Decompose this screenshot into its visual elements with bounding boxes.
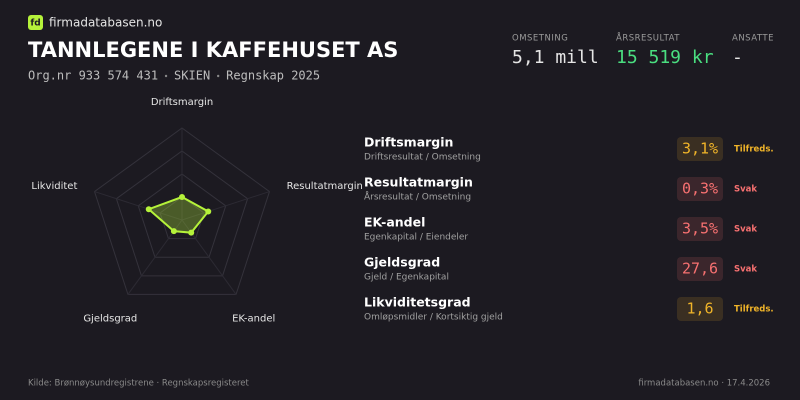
radar-spoke bbox=[181, 191, 270, 221]
metric-name: Gjeldsgrad bbox=[364, 255, 440, 270]
radar-axis-label: Driftsmargin bbox=[151, 97, 213, 108]
metric-status: Tilfreds. bbox=[734, 145, 774, 155]
radar-spoke bbox=[94, 191, 183, 221]
metric-value: 0,3% bbox=[682, 180, 718, 198]
metric-value-box bbox=[677, 217, 723, 241]
radar-axis-label: Likviditet bbox=[31, 181, 77, 192]
subtitle-part: Regnskap 2025 bbox=[226, 69, 320, 83]
metric-status: Svak bbox=[734, 225, 757, 235]
stat-value: 15 519 kr bbox=[616, 47, 714, 68]
metric-status: Svak bbox=[734, 265, 757, 275]
metric-value-box bbox=[677, 137, 723, 161]
subtitle-part: SKIEN bbox=[174, 69, 210, 83]
brand-name: firmadatabasen.no bbox=[49, 16, 162, 30]
metric-status: Tilfreds. bbox=[734, 305, 774, 315]
stat-value: - bbox=[732, 47, 743, 68]
stat-label: ANSATTE bbox=[732, 34, 774, 44]
metric-value: 3,5% bbox=[682, 220, 718, 238]
radar-ring bbox=[93, 127, 271, 295]
metric-value: 3,1% bbox=[682, 140, 718, 158]
metric-formula: Egenkapital / Eiendeler bbox=[364, 233, 468, 243]
radar-area bbox=[146, 195, 210, 234]
metric-value-box bbox=[677, 297, 723, 321]
metric-formula: Årsresultat / Omsetning bbox=[364, 191, 471, 203]
metric-name: Driftsmargin bbox=[364, 135, 453, 150]
footer-site: firmadatabasen.no · 17.4.2026 bbox=[638, 379, 770, 389]
metric-formula: Driftsresultat / Omsetning bbox=[364, 153, 481, 163]
footer-source: Kilde: Brønnøysundregistrene · Regnskaps… bbox=[28, 379, 250, 389]
metric-name: EK-andel bbox=[364, 215, 425, 230]
metric-value: 27,6 bbox=[682, 260, 718, 278]
company-title: TANNLEGENE I KAFFEHUSET AS bbox=[28, 38, 398, 62]
metric-value-box bbox=[677, 177, 723, 201]
logo: fd bbox=[30, 19, 40, 29]
subtitle-part: Org.nr 933 574 431 bbox=[28, 69, 158, 83]
radar-axis-label: Gjeldsgrad bbox=[83, 314, 137, 325]
stat-label: OMSETNING bbox=[512, 34, 568, 44]
metric-status: Svak bbox=[734, 185, 757, 195]
radar-point bbox=[205, 208, 212, 215]
radar-point bbox=[188, 229, 195, 236]
metric-name: Resultatmargin bbox=[364, 175, 473, 190]
radar-point bbox=[179, 194, 185, 200]
radar-point bbox=[145, 206, 152, 213]
separator bbox=[216, 74, 220, 78]
metric-formula: Omløpsmidler / Kortsiktig gjeld bbox=[364, 313, 503, 323]
stat-label: ÅRSRESULTAT bbox=[616, 32, 680, 44]
radar-axis-label: Resultatmargin bbox=[287, 181, 363, 192]
metric-value: 1,6 bbox=[686, 300, 713, 318]
radar-ring bbox=[159, 196, 205, 240]
metric-formula: Gjeld / Egenkapital bbox=[364, 273, 449, 283]
logo-box bbox=[28, 15, 43, 30]
metric-value-box bbox=[677, 257, 723, 281]
radar-ring bbox=[137, 173, 227, 258]
radar-point bbox=[170, 228, 177, 235]
radar-axis-label: EK-andel bbox=[232, 314, 275, 325]
separator bbox=[164, 74, 168, 78]
stat-value: 5,1 mill bbox=[512, 47, 599, 68]
metric-name: Likviditetsgrad bbox=[364, 295, 471, 310]
radar-ring bbox=[115, 150, 249, 277]
